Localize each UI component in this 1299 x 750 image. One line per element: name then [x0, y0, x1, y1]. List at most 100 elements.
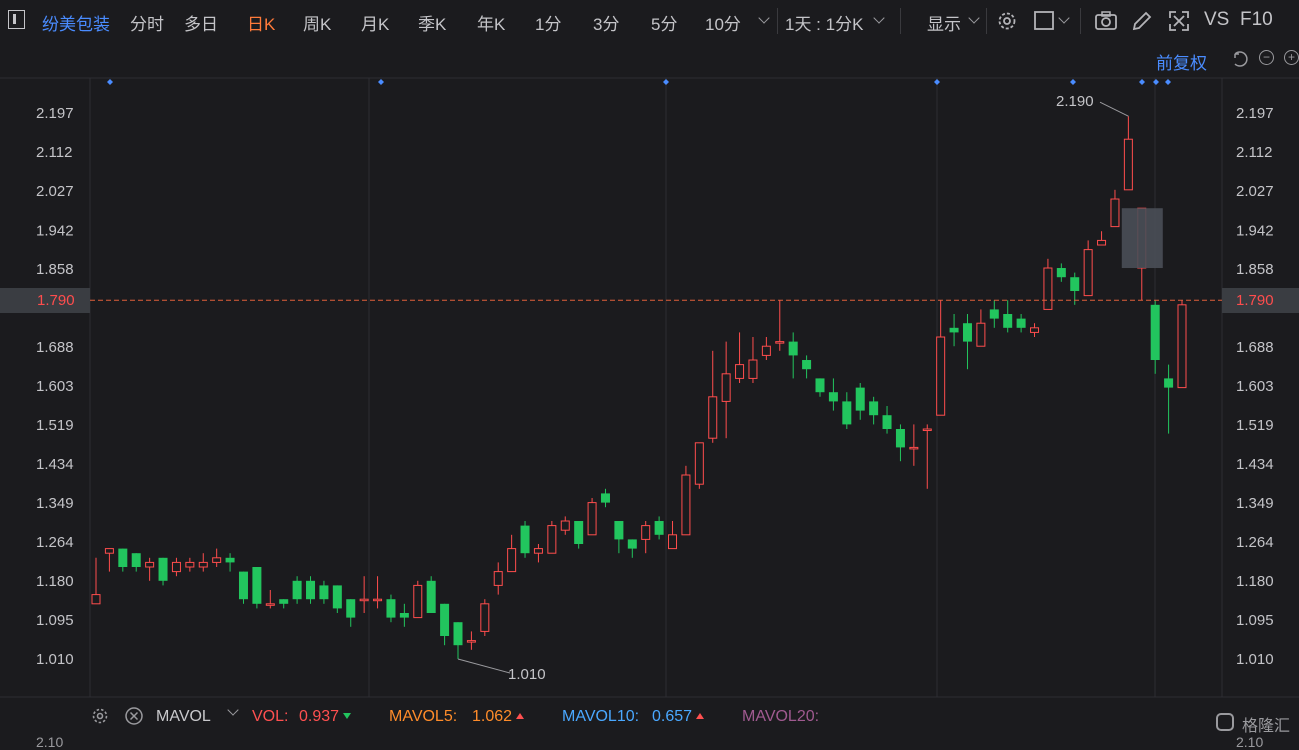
- candle-body: [574, 521, 584, 545]
- candle-body: [1030, 327, 1040, 333]
- tab-10min[interactable]: 10分: [705, 15, 741, 34]
- tab-multi-day[interactable]: 多日: [184, 15, 218, 34]
- y-tick-label-left: 1.858: [36, 261, 74, 278]
- candle-body: [855, 387, 865, 411]
- candle-body: [91, 594, 101, 605]
- candle-body: [520, 525, 530, 554]
- candle-body: [131, 553, 141, 568]
- candle-body: [909, 446, 919, 450]
- fullscreen-icon[interactable]: [1167, 9, 1191, 33]
- candle-body: [1070, 277, 1080, 292]
- candle-body: [1110, 198, 1120, 228]
- candle-body: [453, 622, 463, 646]
- candle-body: [802, 360, 812, 370]
- y-tick-label-left: 1.095: [36, 612, 74, 629]
- candle-body: [547, 525, 557, 554]
- event-marker-icon: [1070, 79, 1076, 85]
- candle-body: [1164, 378, 1174, 388]
- candlestick-chart[interactable]: 2.197 2.197 2.112 2.112 2.027 2.027 1.942 1.942…: [0, 44, 1299, 700]
- candle-body: [1016, 318, 1026, 328]
- y-tick-label-left: 1.180: [36, 573, 74, 590]
- y-tick-label-right: 1.603: [1236, 378, 1274, 395]
- chevron-down-icon[interactable]: [1058, 12, 1070, 24]
- y-tick-label-right: 1.349: [1236, 495, 1274, 512]
- candle-body: [735, 364, 745, 379]
- adjust-mode-select[interactable]: 前复权: [1156, 54, 1207, 73]
- candle-body: [533, 548, 543, 554]
- candle-body: [198, 561, 208, 568]
- undo-icon[interactable]: [1230, 50, 1248, 68]
- tab-intraday[interactable]: 分时: [130, 15, 164, 34]
- tab-5min[interactable]: 5分: [651, 15, 678, 34]
- y-tick-label-right: 1.858: [1236, 261, 1274, 278]
- chevron-down-icon[interactable]: [758, 12, 770, 24]
- candle-body: [1003, 314, 1013, 328]
- zoom-out-icon[interactable]: −: [1259, 50, 1274, 65]
- y-tick-label-right: 1.264: [1236, 534, 1274, 551]
- y-tick-label-left: 2.027: [36, 183, 74, 200]
- f10-button[interactable]: F10: [1240, 9, 1273, 30]
- last-price-tag-right: 1.790: [1222, 288, 1299, 313]
- vs-button[interactable]: VS: [1204, 9, 1230, 30]
- candle-body: [989, 309, 999, 319]
- candle-body: [104, 548, 114, 554]
- y-tick-label-left: 1.519: [36, 417, 74, 434]
- candle-body: [359, 598, 369, 602]
- y-tick-label-right: 2.197: [1236, 105, 1274, 122]
- gear-icon[interactable]: [90, 706, 110, 726]
- candle-body: [306, 580, 316, 600]
- candle-body: [493, 571, 503, 586]
- candle-body: [721, 373, 731, 402]
- toolbar-divider: [1080, 8, 1081, 34]
- mavol20-label: MAVOL20:: [742, 708, 820, 725]
- last-price-tag-left: 1.790: [0, 288, 90, 313]
- candle-body: [346, 599, 356, 618]
- tab-1min[interactable]: 1分: [535, 15, 562, 34]
- chevron-down-icon[interactable]: [873, 12, 885, 24]
- candle-body: [480, 603, 490, 632]
- candle-body: [668, 534, 678, 550]
- tab-daily-k[interactable]: 日K: [247, 15, 276, 34]
- vol-value: 0.937: [299, 708, 352, 726]
- vol-label: VOL:: [252, 708, 289, 725]
- close-icon[interactable]: [124, 706, 144, 726]
- chevron-down-icon[interactable]: [227, 704, 239, 716]
- candle-body: [788, 341, 798, 356]
- candle-body: [587, 502, 597, 536]
- event-marker-icon: [1153, 79, 1159, 85]
- y-tick-label-right: 2.112: [1236, 144, 1272, 161]
- candle-body: [641, 525, 651, 540]
- selection-highlight: [1121, 208, 1163, 269]
- timeframe-select[interactable]: 1天 : 1分K: [785, 15, 864, 34]
- tab-weekly-k[interactable]: 周K: [303, 15, 332, 34]
- low-marker-label: 1.010: [508, 666, 546, 683]
- tab-quarterly-k[interactable]: 季K: [418, 15, 447, 34]
- candle-body: [426, 580, 436, 614]
- candle-body: [936, 336, 946, 416]
- chevron-down-icon[interactable]: [968, 12, 980, 24]
- mavol10-label: MAVOL10:: [562, 708, 640, 725]
- tab-monthly-k[interactable]: 月K: [361, 15, 390, 34]
- y-tick-label-left: 1.010: [36, 651, 74, 668]
- pencil-icon[interactable]: [1130, 9, 1154, 33]
- candle-body: [440, 603, 450, 637]
- tab-yearly-k[interactable]: 年K: [477, 15, 506, 34]
- candle-body: [1056, 268, 1066, 278]
- panel-toggle-icon[interactable]: [8, 10, 25, 29]
- display-menu[interactable]: 显示: [927, 15, 961, 34]
- stock-name[interactable]: 纷美包装: [42, 15, 110, 34]
- y-tick-label-right: 2.027: [1236, 183, 1274, 200]
- candle-body: [118, 548, 128, 568]
- tab-3min[interactable]: 3分: [593, 15, 620, 34]
- y-tick-label-left: 1.434: [36, 456, 74, 473]
- gear-icon[interactable]: [995, 9, 1019, 33]
- candle-body: [869, 401, 879, 416]
- indicator-select[interactable]: MAVOL: [156, 708, 211, 725]
- y-tick-label-right: 1.688: [1236, 339, 1274, 356]
- candle-body: [694, 442, 704, 485]
- square-icon[interactable]: [1033, 9, 1057, 33]
- candle-body: [185, 561, 195, 568]
- high-marker-leader: [1099, 101, 1129, 117]
- camera-icon[interactable]: [1094, 9, 1118, 33]
- candle-body: [373, 598, 383, 602]
